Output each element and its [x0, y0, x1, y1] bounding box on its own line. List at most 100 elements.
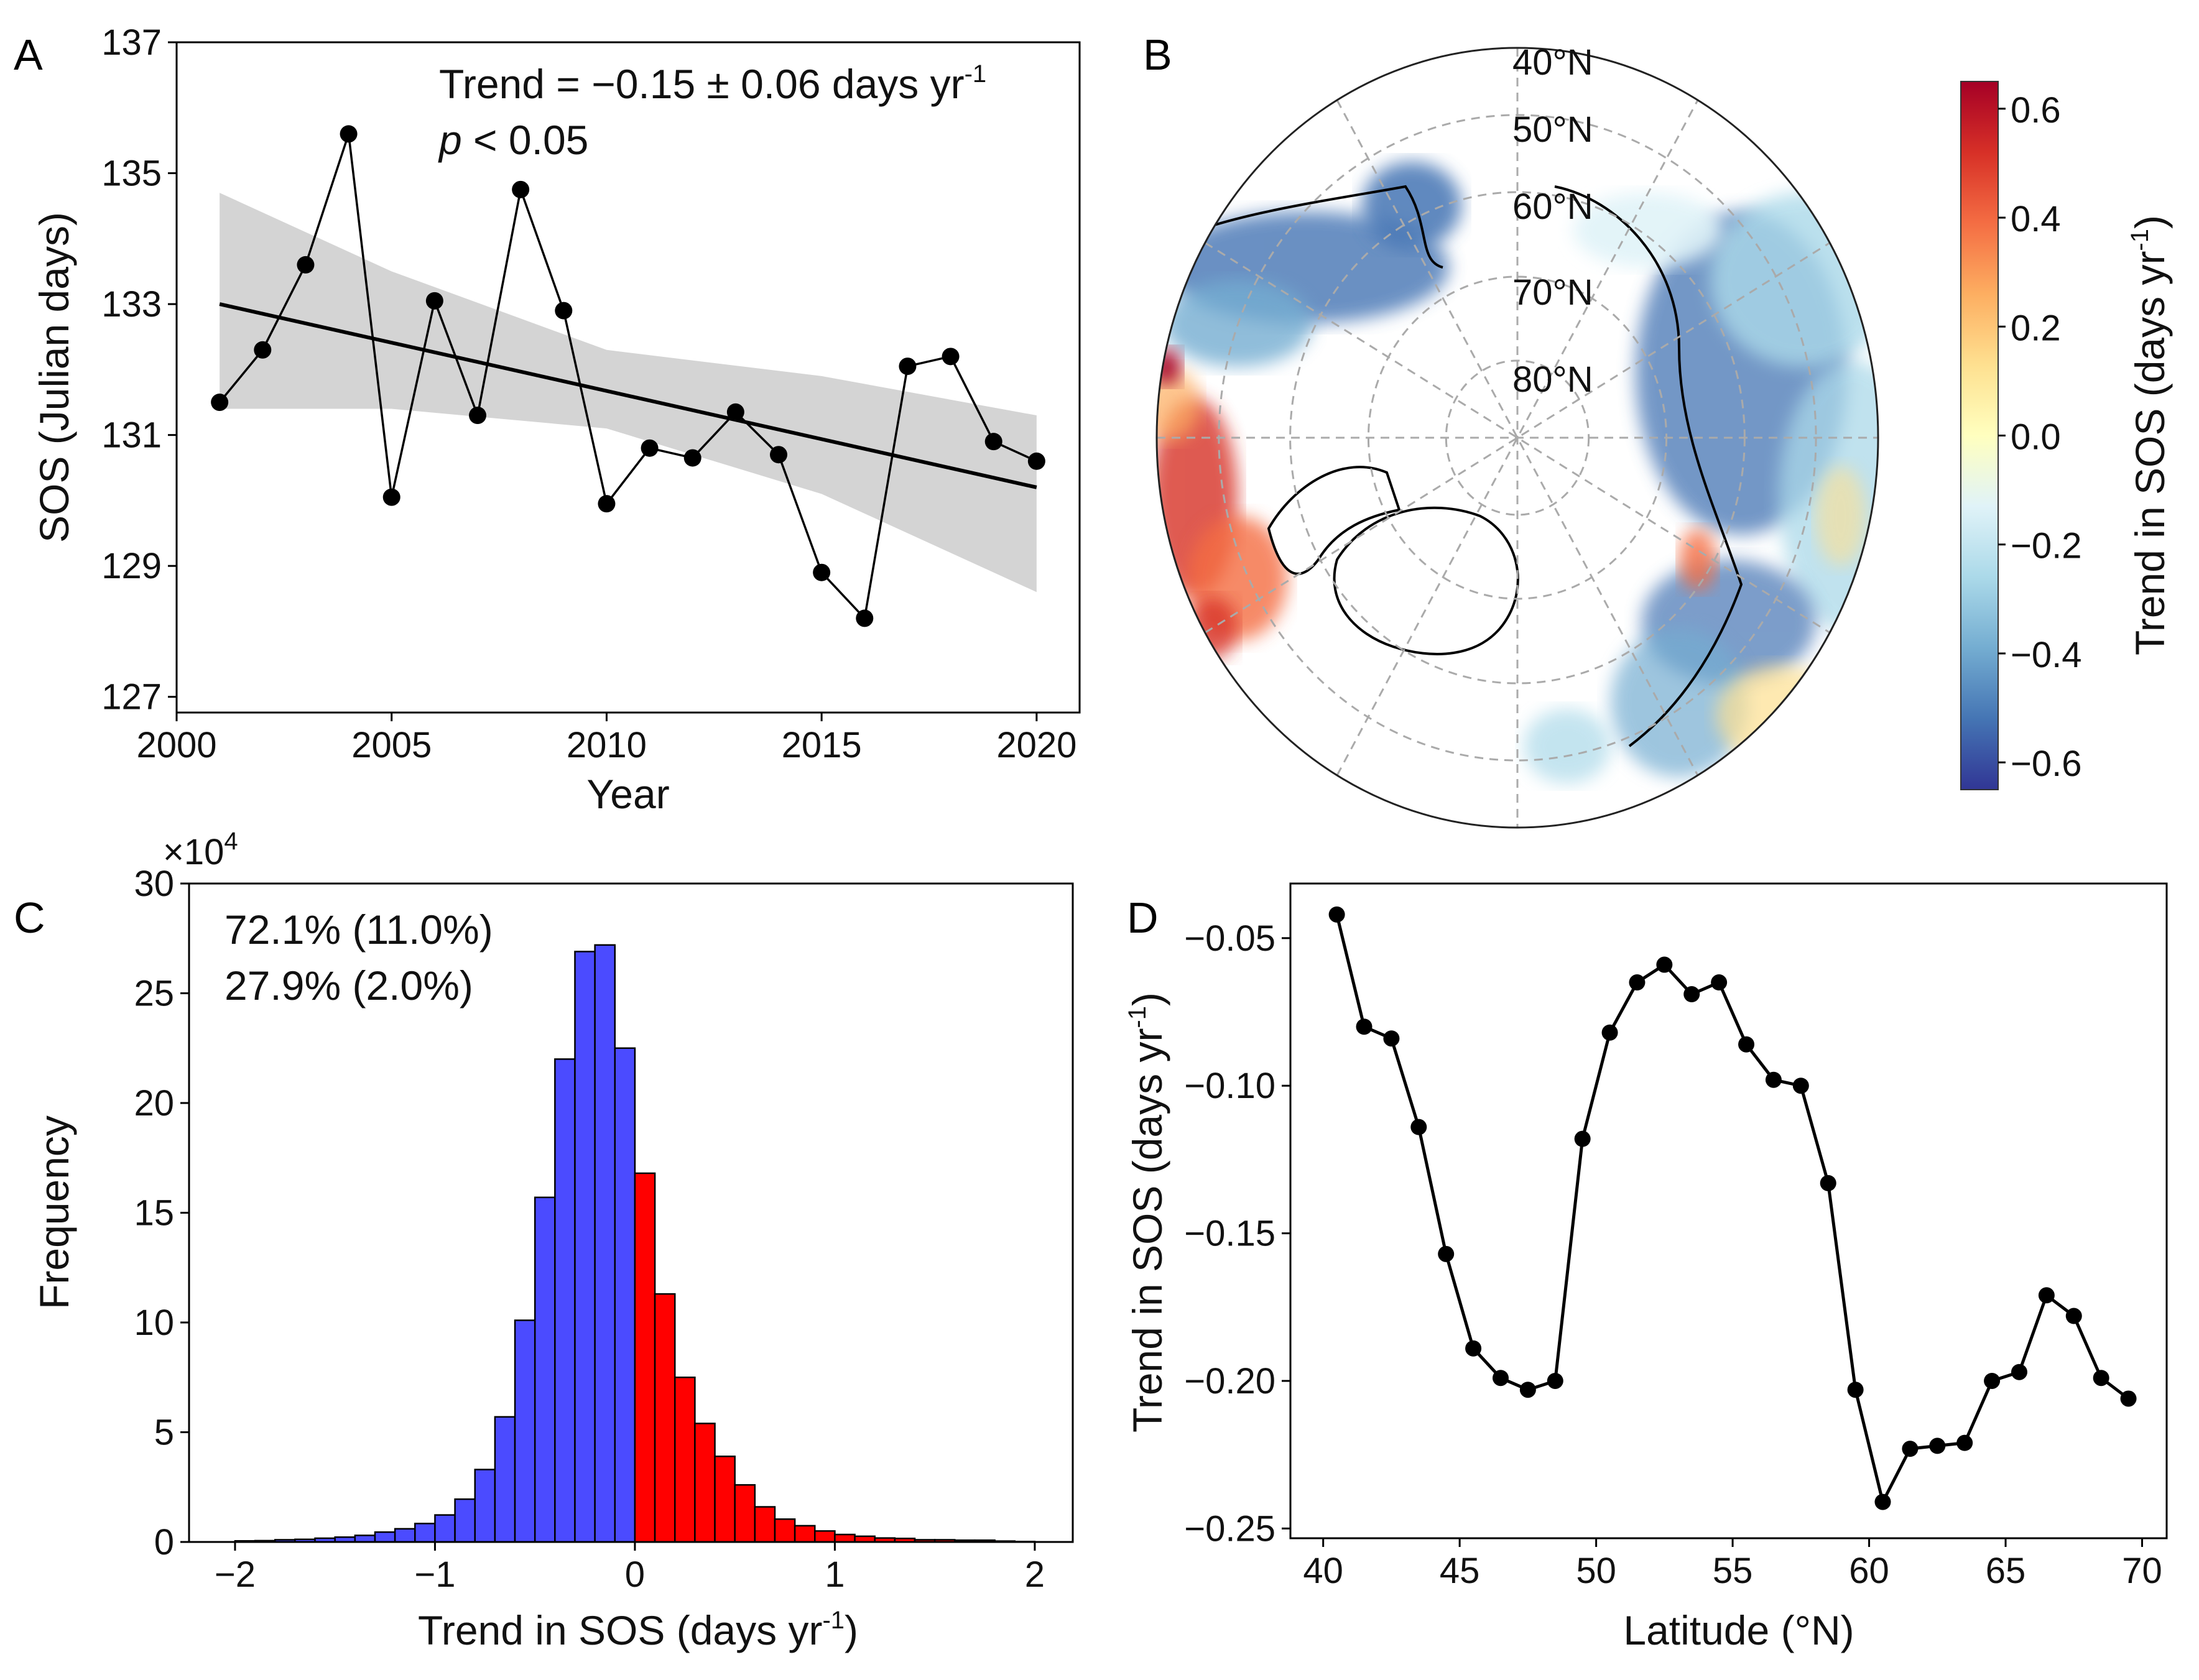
colorbar-label: Trend in SOS (days yr-1) [2126, 215, 2173, 655]
latitude-label: 50°N [1512, 109, 1593, 150]
histogram-bar [414, 1523, 436, 1543]
data-point [942, 348, 960, 366]
trend-region [1157, 367, 1200, 441]
latitude-circle [1218, 114, 1817, 762]
data-point [211, 394, 229, 412]
panel-a-axes [175, 41, 1081, 714]
latitude-trend-line [1335, 914, 2130, 1507]
panel-c-x-tick-label: −2 [215, 1554, 256, 1595]
colorbar-tick-label: −0.4 [2011, 635, 2082, 675]
trend-region [1909, 236, 1959, 274]
data-point [856, 609, 874, 627]
panel-label-a: A [14, 30, 43, 79]
trend-region [1710, 193, 1878, 367]
arctic-archipelago-outline [1267, 466, 1401, 575]
histogram-bar [714, 1456, 736, 1543]
data-point [1574, 1130, 1591, 1147]
histogram-bar [674, 1377, 696, 1543]
latitude-label: 60°N [1512, 187, 1593, 227]
panel-d-y-tick-label: −0.15 [1184, 1214, 1275, 1254]
colorbar-label-text: Trend in SOS (days yr [2127, 251, 2173, 655]
panel-c-x-axis-label-text-end: ) [845, 1607, 858, 1653]
colorbar-tick-label: 0.2 [2011, 308, 2061, 348]
data-point [1465, 1340, 1482, 1357]
data-point [1356, 1018, 1373, 1035]
data-point [1492, 1370, 1509, 1387]
panel-c-y-tick-label: 25 [134, 974, 174, 1014]
panel-c-y-tick-label: 0 [154, 1522, 174, 1562]
trend-superscript: -1 [965, 60, 987, 88]
data-point [1765, 1071, 1782, 1088]
colorbar-tick-label: −0.2 [2011, 526, 2082, 566]
panel-a-x-tick-label: 2000 [136, 725, 216, 765]
data-point [1410, 1119, 1427, 1135]
data-point [641, 439, 659, 457]
meridian-line [1204, 242, 1831, 634]
data-point [2120, 1390, 2137, 1407]
histogram-bar [754, 1506, 776, 1543]
data-point [1711, 974, 1728, 991]
panel-a-x-axis-label: Year [586, 771, 669, 817]
data-point [1547, 1372, 1563, 1389]
data-point [984, 433, 1002, 451]
panel-d-y-tick-label: −0.20 [1184, 1361, 1275, 1401]
colorbar-tick-label: 0.6 [2011, 90, 2061, 131]
panel-a-y-tick-label: 133 [101, 284, 162, 325]
p-symbol: p [438, 117, 462, 163]
histogram-bar [474, 1469, 496, 1543]
data-point [1792, 1078, 1809, 1094]
trend-region [1573, 193, 1723, 267]
histogram-bar [354, 1535, 376, 1543]
confidence-band [220, 193, 1037, 593]
trend-text: Trend = −0.15 ± 0.06 days yr [439, 61, 965, 107]
colorbar-tick-label: 0.4 [2011, 199, 2061, 239]
data-point [1438, 1245, 1455, 1262]
meridian-line [1336, 99, 1699, 776]
colorbar [1960, 81, 1999, 790]
panel-d-y-tick-label: −0.10 [1184, 1066, 1275, 1106]
panel-d-y-axis-label-text: Trend in SOS (days yr [1124, 1028, 1170, 1433]
panel-label-c: C [14, 893, 45, 942]
histogram-bar [374, 1531, 396, 1543]
p-value-annotation: p < 0.05 [438, 117, 588, 163]
colorbar-tick-label: −0.6 [2011, 744, 2082, 784]
panel-c-x-tick-label: 1 [825, 1554, 845, 1595]
histogram-bar [534, 1196, 556, 1543]
panel-d-y-axis-label-text-end: ) [1124, 992, 1170, 1006]
data-point [254, 341, 272, 359]
panel-d-x-tick-label: 50 [1576, 1551, 1616, 1591]
panel-c-y-tick-label: 30 [134, 864, 174, 904]
latitude-circle [1289, 191, 1746, 685]
data-point [1820, 1175, 1836, 1191]
positive-share-annotation: 27.9% (2.0%) [225, 962, 473, 1008]
p-value-text: < 0.05 [462, 117, 589, 163]
panel-d-x-tick-label: 45 [1440, 1551, 1480, 1591]
histogram-bar [834, 1533, 856, 1543]
panel-d-y-axis-label-superscript: -1 [1124, 1006, 1151, 1028]
panel-c-y-axis-label: Frequency [31, 1115, 77, 1309]
histogram-bar [654, 1293, 676, 1543]
latitude-label: 80°N [1512, 359, 1593, 400]
trend-annotation: Trend = −0.15 ± 0.06 days yr-1 [439, 60, 986, 107]
data-point [1929, 1438, 1946, 1454]
panel-c-x-tick-label: −1 [414, 1554, 455, 1595]
panel-a-y-axis-label: SOS (Julian days) [31, 212, 77, 543]
data-point [1328, 906, 1345, 923]
panel-a-y-tick-label: 127 [101, 677, 162, 718]
data-point [469, 407, 486, 425]
data-point [813, 563, 831, 581]
map-boundary [1155, 47, 1879, 829]
trend-region [1611, 628, 1748, 777]
data-point [726, 403, 744, 421]
histogram-bar [394, 1528, 416, 1543]
panel-label-d: D [1127, 893, 1159, 942]
panel-a-x-tick-label: 2010 [567, 725, 647, 765]
eurasia-coastline [1554, 185, 1743, 747]
panel-d-y-axis-label: Trend in SOS (days yr-1) [1124, 992, 1170, 1433]
negative-share-annotation: 72.1% (11.0%) [225, 907, 493, 953]
histogram-bar [574, 951, 596, 1543]
histogram-bar [814, 1530, 836, 1543]
data-point [1027, 452, 1045, 470]
panel-d-x-tick-label: 40 [1303, 1551, 1343, 1591]
trend-region [1816, 466, 1866, 566]
